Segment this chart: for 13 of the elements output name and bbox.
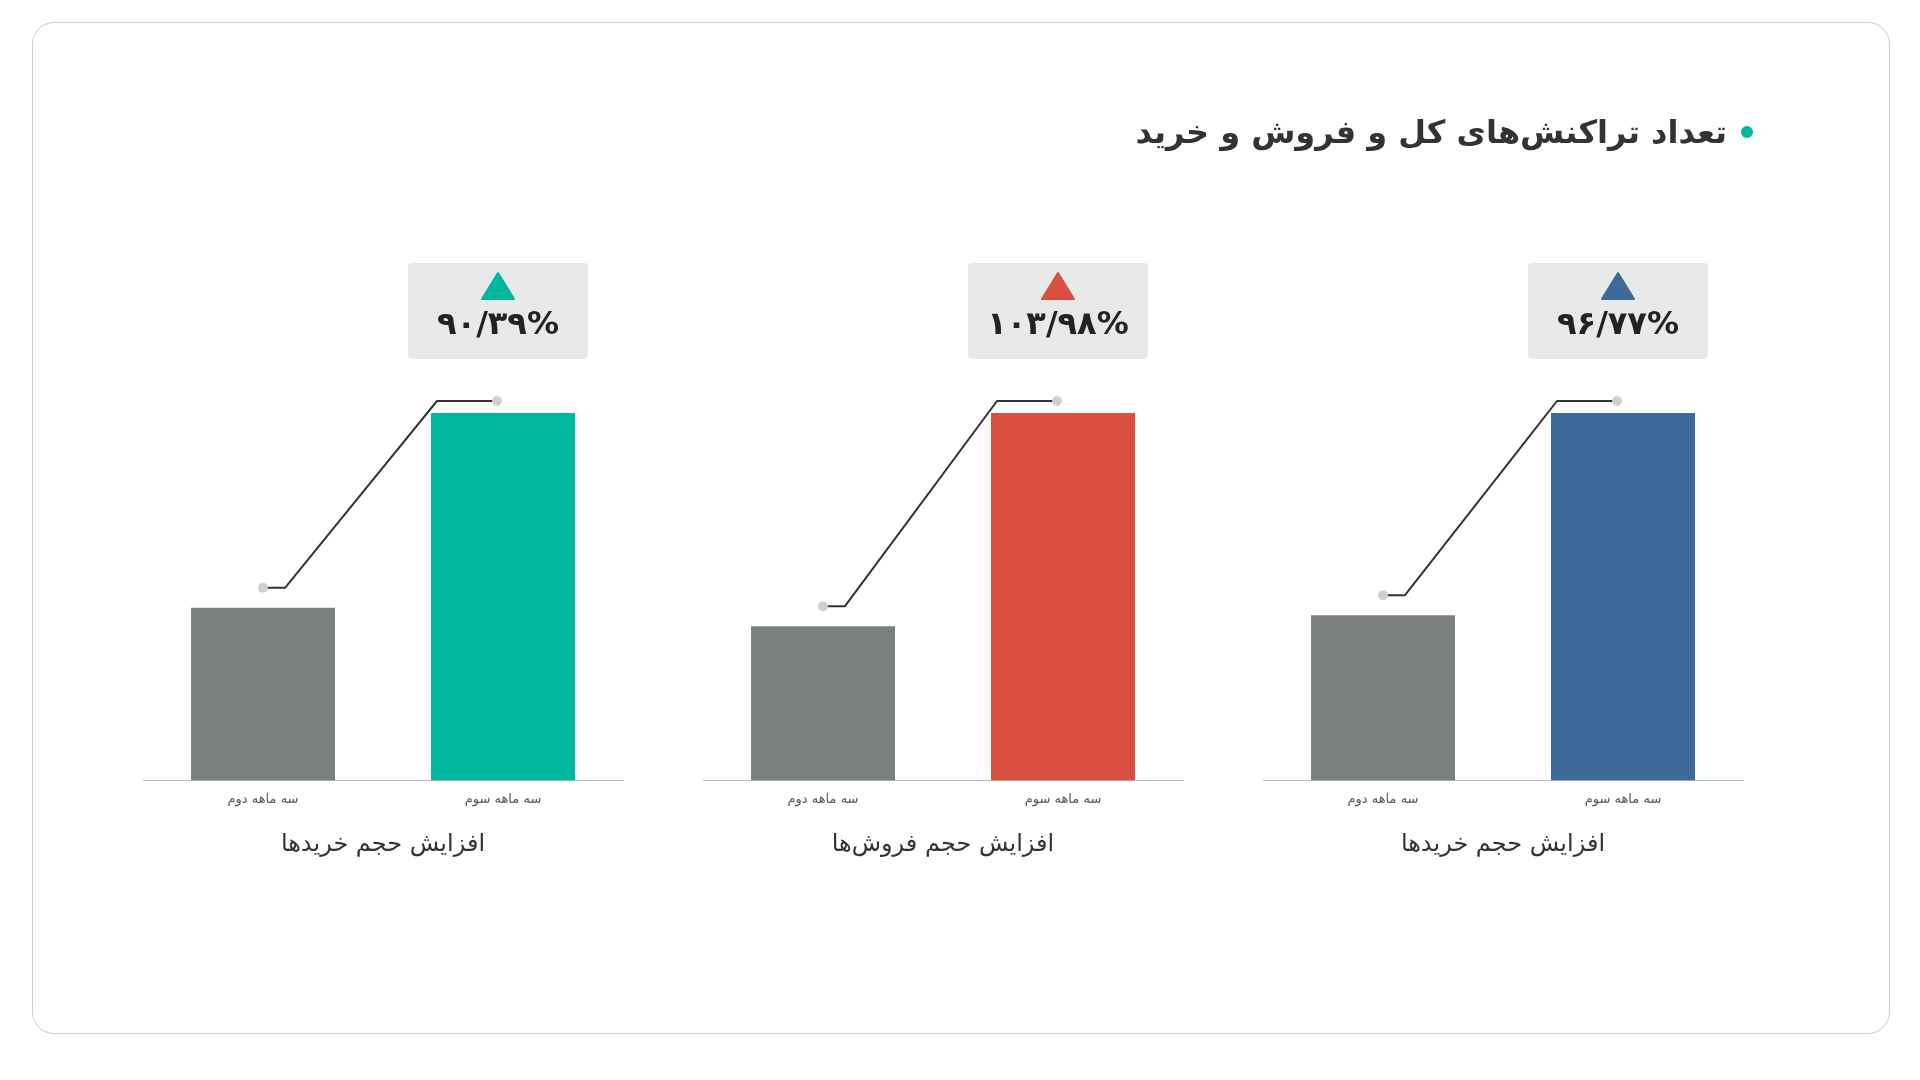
text: ۱۰۳/۹۸% — [986, 303, 1130, 344]
text: ۹۰/۳۹% — [436, 303, 560, 344]
x-axis-title: افزایش حجم فروش‌ها — [831, 828, 1055, 857]
x-tick-label: سه ماهه سوم — [1584, 790, 1662, 807]
x-tick-label: سه ماهه دوم — [1347, 790, 1419, 807]
x-axis-title: افزایش حجم خریدها — [1400, 828, 1606, 857]
text: ۹۶/۷۷% — [1556, 303, 1680, 344]
chart-title: تعداد تراکنش‌های کل و فروش و خرید — [1135, 113, 1727, 151]
x-tick-label: سه ماهه دوم — [227, 790, 299, 807]
x-tick-label: سه ماهه دوم — [787, 790, 859, 807]
x-tick-label: سه ماهه سوم — [464, 790, 542, 807]
x-axis-title: افزایش حجم خریدها — [280, 828, 486, 857]
x-tick-label: سه ماهه سوم — [1024, 790, 1102, 807]
